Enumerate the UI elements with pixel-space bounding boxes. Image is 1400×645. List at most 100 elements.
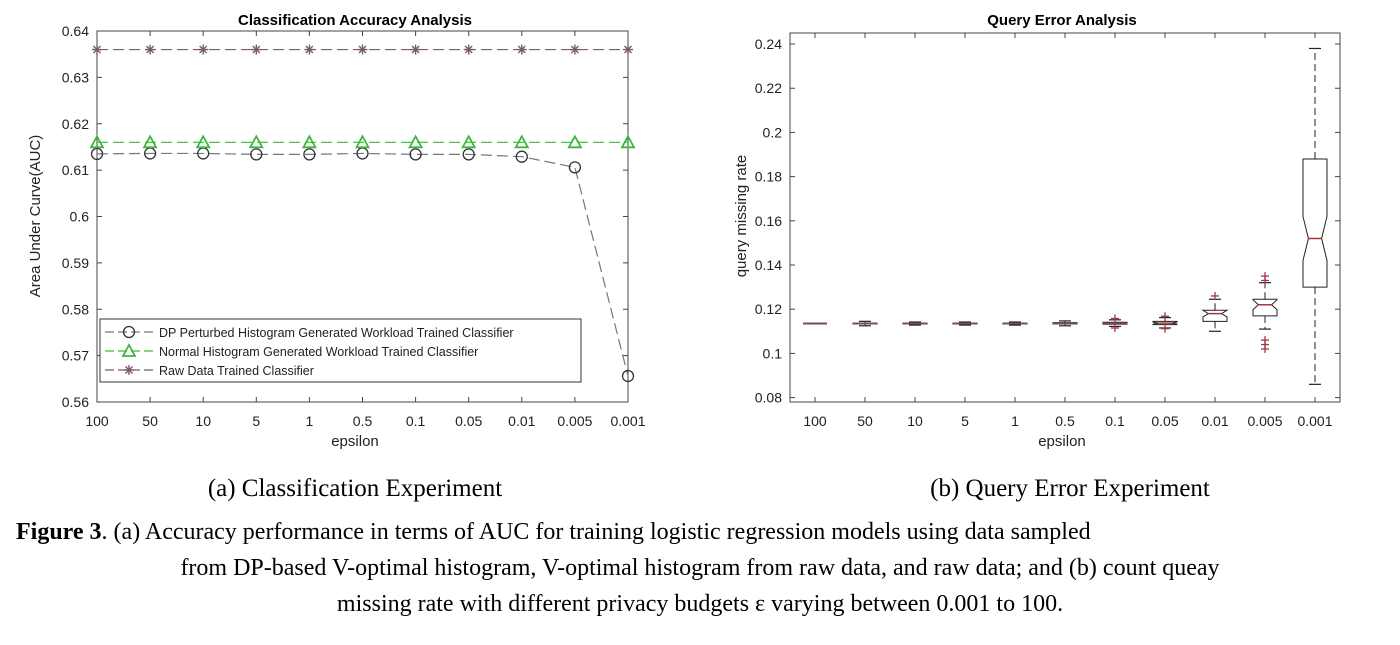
data-point-triangle bbox=[620, 134, 636, 149]
y-tick-label: 0.1 bbox=[763, 345, 783, 361]
x-tick-label: 10 bbox=[195, 413, 211, 429]
x-tick-label: 5 bbox=[252, 413, 260, 429]
data-point-triangle bbox=[195, 134, 211, 149]
y-tick-label: 0.63 bbox=[62, 69, 89, 85]
box-body bbox=[1252, 298, 1278, 317]
legend-circle-marker bbox=[122, 325, 136, 339]
data-point-triangle bbox=[461, 134, 477, 149]
legend-item-dp: DP Perturbed Histogram Generated Workloa… bbox=[105, 325, 514, 340]
x-tick-label: 0.1 bbox=[406, 413, 426, 429]
y-tick-label: 0.59 bbox=[62, 255, 89, 271]
x-tick-label: 1 bbox=[1011, 413, 1019, 429]
x-tick-label: 0.001 bbox=[1297, 413, 1332, 429]
chart-a-x-ticks: 100 50 10 5 1 0.5 0.1 0.05 0.01 0.005 0.001 bbox=[85, 31, 646, 429]
data-point-asterisk bbox=[463, 44, 474, 55]
data-point-triangle bbox=[301, 134, 317, 149]
chart-a-series bbox=[89, 44, 636, 383]
chart-b-x-ticks: 100 50 10 5 1 0.5 0.1 0.05 0.01 0.005 0.001 bbox=[803, 33, 1333, 429]
x-tick-label: 0.05 bbox=[455, 413, 482, 429]
asterisk-stroke bbox=[411, 45, 420, 54]
x-tick-label: 0.5 bbox=[353, 413, 373, 429]
legend-item-raw: Raw Data Trained Classifier bbox=[105, 364, 314, 378]
box-0.05 bbox=[1152, 312, 1178, 333]
data-point-asterisk bbox=[516, 44, 527, 55]
box-50 bbox=[852, 320, 878, 327]
legend-label-dp: DP Perturbed Histogram Generated Workloa… bbox=[159, 326, 514, 340]
data-point-asterisk bbox=[145, 44, 156, 55]
y-tick-label: 0.12 bbox=[755, 301, 782, 317]
data-point-triangle bbox=[248, 134, 264, 149]
classification-accuracy-chart: Classification Accuracy Analysis 0.560.5… bbox=[27, 12, 646, 450]
data-point-asterisk bbox=[569, 44, 580, 55]
asterisk-stroke bbox=[358, 45, 367, 54]
data-point-triangle bbox=[89, 134, 105, 149]
legend-label-normal: Normal Histogram Generated Workload Trai… bbox=[159, 345, 478, 359]
x-tick-label: 10 bbox=[907, 413, 923, 429]
legend-label-raw: Raw Data Trained Classifier bbox=[159, 364, 314, 378]
data-point-asterisk bbox=[410, 44, 421, 55]
y-tick-label: 0.2 bbox=[763, 124, 783, 140]
box-body bbox=[1201, 309, 1229, 322]
y-tick-label: 0.24 bbox=[755, 36, 782, 52]
data-point-circle bbox=[303, 148, 316, 161]
x-tick-label: 5 bbox=[961, 413, 969, 429]
data-point-circle bbox=[621, 369, 635, 383]
legend-asterisk-marker bbox=[124, 365, 134, 375]
asterisk-stroke bbox=[252, 45, 261, 54]
asterisk-stroke bbox=[146, 45, 155, 54]
chart-a-legend: DP Perturbed Histogram Generated Workloa… bbox=[99, 318, 582, 383]
outlier-marker bbox=[1111, 323, 1119, 332]
x-tick-label: 100 bbox=[803, 413, 827, 429]
x-tick-label: 0.1 bbox=[1105, 413, 1125, 429]
outlier-marker bbox=[1261, 336, 1269, 345]
data-point-circle bbox=[462, 148, 475, 161]
chart-b-title: Query Error Analysis bbox=[987, 12, 1137, 29]
data-point-asterisk bbox=[357, 44, 368, 55]
legend-item-normal: Normal Histogram Generated Workload Trai… bbox=[105, 343, 478, 359]
subcaption-a: (a) Classification Experiment bbox=[208, 475, 502, 502]
y-tick-label: 0.18 bbox=[755, 169, 782, 185]
data-point-triangle bbox=[408, 134, 424, 149]
data-point-circle bbox=[90, 147, 104, 161]
box-0.01 bbox=[1201, 291, 1229, 332]
data-point-triangle bbox=[514, 134, 530, 149]
chart-b-x-axis-label: epsilon bbox=[1038, 433, 1086, 450]
box-0.001 bbox=[1302, 47, 1328, 385]
y-tick-label: 0.22 bbox=[755, 80, 782, 96]
legend-box bbox=[99, 318, 582, 383]
figure-caption-line-1: Figure 3. (a) Accuracy performance in te… bbox=[16, 519, 1091, 545]
outlier-marker bbox=[1211, 291, 1219, 300]
chart-a-x-axis-label: epsilon bbox=[331, 433, 379, 450]
asterisk-stroke bbox=[93, 45, 101, 54]
y-tick-label: 0.58 bbox=[62, 301, 89, 317]
asterisk-stroke bbox=[517, 45, 526, 54]
x-tick-label: 0.005 bbox=[557, 413, 592, 429]
asterisk-stroke bbox=[570, 45, 579, 54]
asterisk-stroke bbox=[624, 45, 632, 54]
chart-b-plot-area bbox=[789, 32, 1341, 403]
x-tick-label: 50 bbox=[142, 413, 158, 429]
box-0.005 bbox=[1252, 272, 1278, 353]
x-tick-label: 0.01 bbox=[508, 413, 535, 429]
box-body bbox=[1302, 158, 1328, 288]
figure-caption-line-3: missing rate with different privacy budg… bbox=[337, 591, 1063, 617]
x-tick-label: 0.5 bbox=[1055, 413, 1075, 429]
outlier-marker bbox=[1161, 324, 1169, 333]
outlier-marker bbox=[1161, 312, 1169, 321]
data-point-asterisk bbox=[92, 44, 102, 55]
data-point-circle bbox=[568, 161, 582, 174]
data-point-asterisk bbox=[198, 44, 209, 55]
data-point-circle bbox=[409, 148, 422, 161]
outlier-marker bbox=[1111, 314, 1119, 323]
chart-b-y-axis-label: query missing rate bbox=[733, 155, 750, 278]
chart-a-y-axis-label: Area Under Curve(AUC) bbox=[27, 135, 44, 298]
query-error-chart: Query Error Analysis 0.08 0.1 0.12 0.14 0.16… bbox=[733, 12, 1341, 450]
x-tick-label: 0.005 bbox=[1247, 413, 1282, 429]
chart-b-y-ticks: 0.08 0.1 0.12 0.14 0.16 0.18 0.2 0.22 0.24 bbox=[755, 36, 1340, 406]
y-tick-label: 0.64 bbox=[62, 23, 89, 39]
y-tick-label: 0.62 bbox=[62, 116, 89, 132]
data-point-asterisk bbox=[304, 44, 315, 55]
x-tick-label: 0.05 bbox=[1151, 413, 1178, 429]
chart-a-title: Classification Accuracy Analysis bbox=[238, 12, 472, 29]
